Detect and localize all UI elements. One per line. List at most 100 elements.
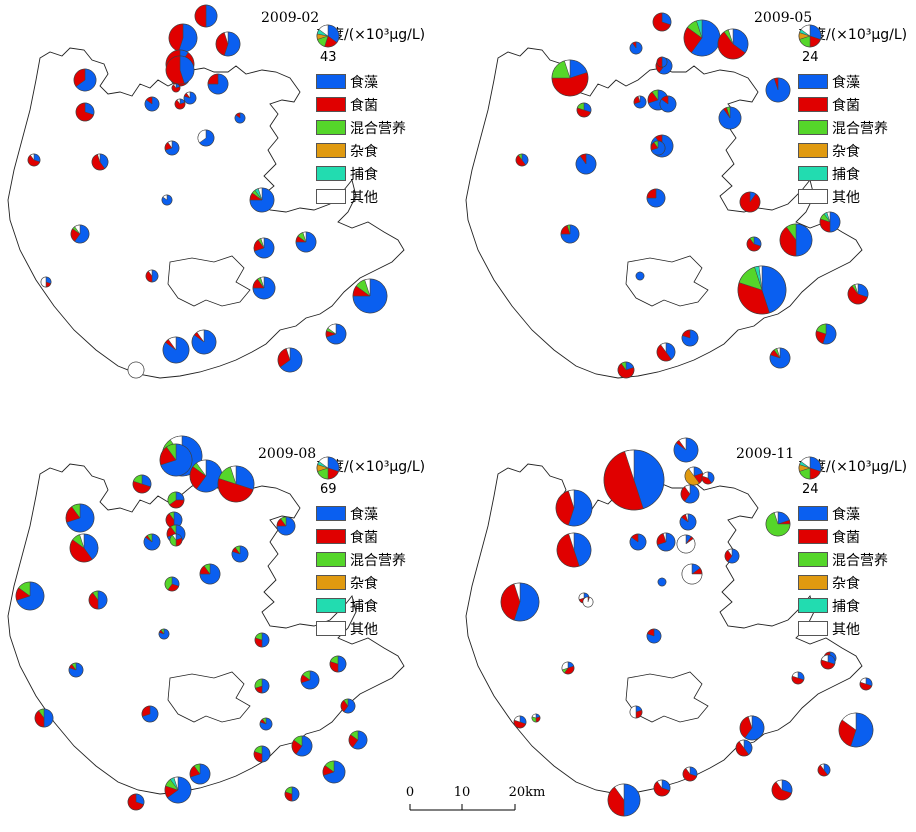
reference-pie xyxy=(316,24,340,48)
legend-title: 丰度/(×10³μg/L) xyxy=(316,459,426,475)
legend-label: 食菌 xyxy=(350,529,378,546)
pie-slice-other xyxy=(513,582,521,603)
legend-label: 食藻 xyxy=(832,74,860,91)
station-pie xyxy=(682,766,698,782)
pie-slice-mixotroph xyxy=(330,655,339,665)
pie-slice-bacterivore xyxy=(207,73,219,85)
pie-slice-bacterivore xyxy=(771,781,792,801)
pie-slice-other xyxy=(302,231,307,243)
pie-slice-bacterivore xyxy=(194,4,207,28)
pie-slice-algivore xyxy=(160,443,193,477)
station-pie xyxy=(735,739,753,757)
legend-swatch xyxy=(316,506,346,521)
station-pie xyxy=(234,112,246,124)
legend-item-mixotroph: 混合营养 xyxy=(798,548,907,571)
station-pie xyxy=(561,661,575,675)
pie-slice-other xyxy=(800,456,811,469)
map-panel-2009-02: 2009-02 丰度/(×10³μg/L) 43 食藻 食菌 混合营养 杂食 捕… xyxy=(0,0,458,416)
legend-item-algivore: 食藻 xyxy=(316,70,425,93)
legend-swatch xyxy=(798,166,828,181)
pie-slice-algivore xyxy=(66,503,95,533)
station-pie xyxy=(659,95,677,113)
legend-item-bacterivore: 食菌 xyxy=(798,525,907,548)
station-pie xyxy=(656,342,676,362)
station-pie xyxy=(771,779,793,801)
pie-slice-bacterivore xyxy=(215,32,229,56)
pie-slice-algivore xyxy=(769,347,791,369)
legend-label: 杂食 xyxy=(832,575,860,592)
map-panel-2009-08: 2009-08 丰度/(×10³μg/L) 69 食藻 食菌 混合营养 杂食 捕… xyxy=(0,416,458,832)
pie-slice-algivore xyxy=(199,129,215,147)
pie-slice-other xyxy=(578,592,585,600)
pie-slice-mixotroph xyxy=(170,524,177,535)
legend-swatch xyxy=(316,143,346,158)
pie-slice-bacterivore xyxy=(646,188,657,199)
pie-slice-bacterivore xyxy=(515,154,526,167)
station-pie xyxy=(629,533,647,551)
pie-slice-algivore xyxy=(732,28,749,54)
coastline xyxy=(7,463,405,795)
pie-slice-mixotroph xyxy=(749,236,755,245)
reference-pie-slices xyxy=(316,24,340,48)
pie-slice-other xyxy=(568,489,575,509)
station-pie xyxy=(724,548,740,564)
pie-slice-bacterivore xyxy=(739,716,753,739)
inner-shoreline xyxy=(625,255,709,307)
legend-item-omnivore: 杂食 xyxy=(798,139,907,162)
pie-slice-algivore xyxy=(657,577,667,587)
legend-swatch xyxy=(798,598,828,613)
pie-slice-other xyxy=(561,661,569,671)
legend-swatch xyxy=(316,189,346,204)
pie-slice-bacterivore xyxy=(217,478,254,503)
station-pie xyxy=(276,516,296,536)
station-pie xyxy=(684,466,704,486)
station-pie xyxy=(859,677,873,691)
legend-item-predator: 捕食 xyxy=(798,162,907,185)
pie-slice-other xyxy=(684,484,691,495)
pie-slice-mixotroph xyxy=(146,533,153,543)
station-pie xyxy=(607,783,641,817)
pie-slice-algivore xyxy=(291,786,300,802)
station-pie xyxy=(683,19,721,57)
pie-slice-mixotroph xyxy=(765,512,791,537)
station-pie xyxy=(515,153,529,167)
legend-item-omnivore: 杂食 xyxy=(316,139,425,162)
station-pie xyxy=(737,265,787,315)
station-pie xyxy=(575,153,597,175)
map-panel-2009-11: 2009-11 丰度/(×10³μg/L) 24 食藻 食菌 混合营养 杂食 捕… xyxy=(458,416,916,832)
station-pie xyxy=(717,28,749,60)
pie-slice-other xyxy=(624,449,635,481)
station-pie xyxy=(676,534,696,554)
legend-reference: 69 xyxy=(316,456,425,502)
station-pie xyxy=(582,596,594,608)
pie-slice-other xyxy=(662,532,667,543)
pie-slice-bacterivore xyxy=(607,786,625,817)
station-pie xyxy=(284,786,300,802)
inner-shoreline xyxy=(167,671,251,723)
legend-label: 其他 xyxy=(350,189,378,206)
pie-slice-other xyxy=(531,713,537,719)
legend-item-algivore: 食藻 xyxy=(798,70,907,93)
station-pie xyxy=(656,56,668,68)
pie-slice-algivore xyxy=(261,678,270,694)
pie-slice-mixotroph xyxy=(254,745,263,755)
legend-item-mixotroph: 混合营养 xyxy=(798,116,907,139)
pie-slice-algivore xyxy=(205,4,218,28)
pie-slice-mixotroph xyxy=(566,224,571,235)
scale-label-10: 10 xyxy=(454,785,471,800)
pie-slice-mixotroph xyxy=(38,708,45,719)
legend-swatch xyxy=(316,166,346,181)
reference-pie-slices xyxy=(798,24,822,48)
station-pie xyxy=(653,779,671,797)
legend-item-algivore: 食藻 xyxy=(798,502,907,525)
pie-slice-mixotroph xyxy=(816,323,827,335)
station-pie xyxy=(167,491,185,509)
pie-slice-bacterivore xyxy=(737,282,770,315)
pie-slice-algivore xyxy=(231,545,249,563)
station-pie xyxy=(199,563,221,585)
station-pie xyxy=(164,140,180,156)
legend-label: 杂食 xyxy=(832,143,860,160)
pie-slice-mixotroph xyxy=(166,443,177,461)
legend-label: 食藻 xyxy=(350,74,378,91)
station-pie xyxy=(249,187,275,213)
